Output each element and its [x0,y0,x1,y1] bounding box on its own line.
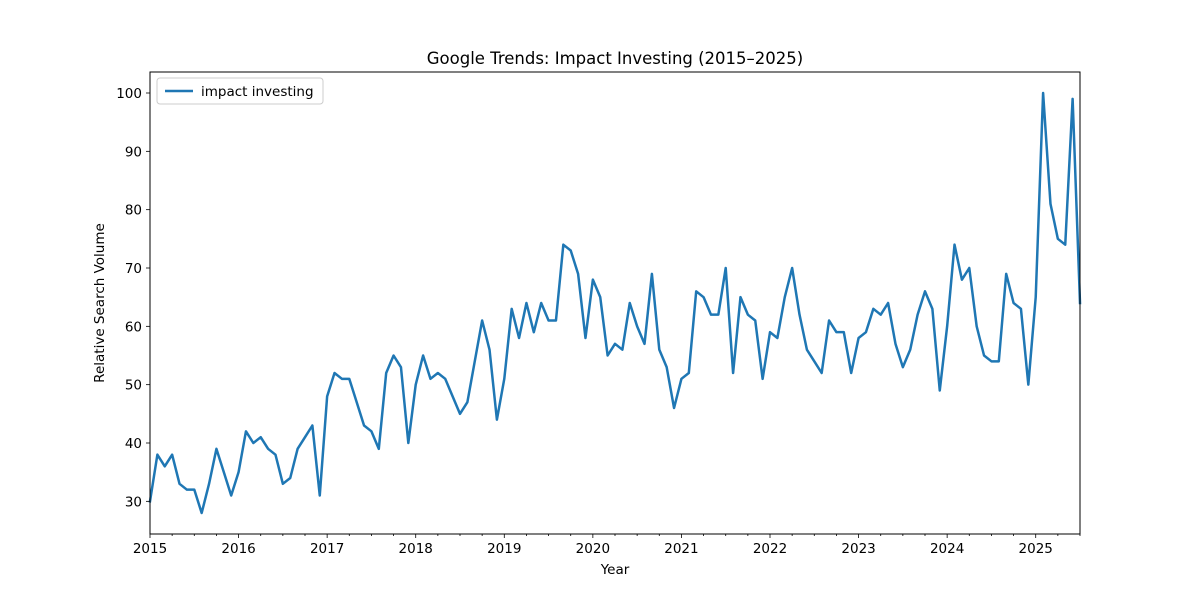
x-tick-label: 2021 [664,541,698,557]
y-tick-label: 60 [125,319,142,335]
y-tick-label: 100 [116,86,142,102]
x-tick-label: 2018 [399,541,433,557]
x-tick-label: 2023 [841,541,875,557]
legend-entry-label: impact investing [201,84,314,100]
plot-area [148,91,1082,515]
y-tick-label: 50 [125,378,142,394]
x-tick-label: 2024 [930,541,964,557]
x-tick-label: 2020 [576,541,610,557]
x-tick-label: 2015 [133,541,167,557]
y-tick-label: 70 [125,261,142,277]
y-tick-label: 30 [125,494,142,510]
chart-title: Google Trends: Impact Investing (2015–20… [427,49,803,68]
y-tick-label: 80 [125,203,142,219]
x-tick-label: 2019 [487,541,521,557]
legend: impact investing [156,77,324,105]
y-axis: 30 40 50 60 70 80 90 100 [116,86,150,510]
legend-box [156,77,324,105]
x-axis: 2015 2016 2017 2018 2019 2020 2021 2022 2023 2024… [133,534,1081,557]
y-axis-label: Relative Search Volume [92,223,108,383]
x-tick-label: 2022 [753,541,787,557]
x-tick-label: 2016 [221,541,255,557]
x-axis-label: Year [600,562,630,578]
y-tick-label: 40 [125,436,142,452]
x-tick-label: 2025 [1019,541,1053,557]
series-line-0 [148,91,1082,515]
y-tick-label: 90 [125,144,142,160]
x-tick-label: 2017 [310,541,344,557]
